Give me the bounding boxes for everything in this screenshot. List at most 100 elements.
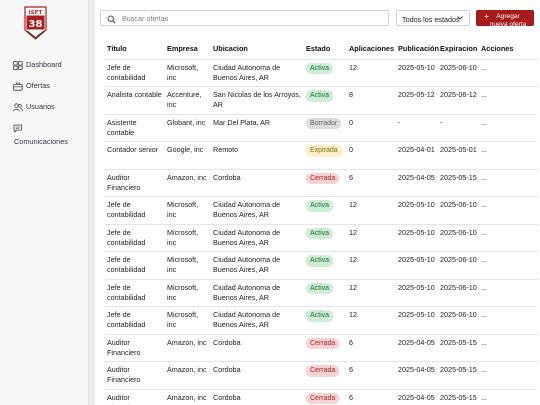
table-header: Titulo Empresa Ubicacion Estado Aplicaciones…	[105, 38, 538, 60]
cell-applications: 6	[347, 169, 396, 197]
cell-title: Auditor Financiero	[105, 169, 165, 197]
cell-actions[interactable]: ...	[479, 141, 538, 170]
cell-status: Activa	[304, 196, 347, 225]
cell-actions[interactable]: ...	[479, 389, 538, 405]
cell-published: 2025-04-05	[396, 169, 438, 197]
cell-published: 2025-05-10	[396, 59, 438, 87]
offers-table: Titulo Empresa Ubicacion Estado Aplicaciones…	[105, 38, 538, 405]
status-filter-select[interactable]: Todos los estados	[396, 10, 470, 26]
cell-actions[interactable]: ...	[479, 169, 538, 197]
cell-expires: 2025-05-15	[438, 389, 479, 405]
status-badge: Activa	[306, 90, 334, 102]
chevron-down-icon	[457, 16, 463, 20]
cell-company: Microsoft, inc	[165, 59, 211, 87]
cell-expires: 2025-05-15	[438, 334, 479, 362]
sidebar-item-label: Comunicaciones	[14, 136, 68, 146]
cell-published: 2025-05-10	[396, 279, 438, 307]
cell-actions[interactable]: ...	[479, 361, 538, 390]
cell-actions[interactable]: ...	[479, 279, 538, 307]
cell-expires: 2025-06-10	[438, 279, 479, 307]
status-badge: Cerrada	[306, 392, 340, 404]
cell-title: Jefe de contabilidad	[105, 251, 165, 280]
table-row[interactable]: Jefe de contabilidad Microsoft, inc Ciudad…	[105, 224, 538, 252]
cell-title: Auditor Financiero	[105, 361, 165, 390]
sidebar-item-ofertas[interactable]: Ofertas	[13, 81, 87, 102]
sidebar-item-comunicaciones[interactable]: Comunicaciones	[13, 123, 87, 149]
chat-icon	[13, 124, 22, 133]
sidebar-item-usuarios[interactable]: Usuarios	[13, 102, 87, 123]
table-row[interactable]: Jefe de contabilidad Microsoft, inc Ciudad…	[105, 306, 538, 335]
table-row[interactable]: Jefe de contabilidad Microsoft, inc Ciudad…	[105, 196, 538, 225]
table-row[interactable]: Analista contable Accenture, inc San Nicol…	[105, 86, 538, 115]
cell-status: Activa	[304, 279, 347, 307]
status-badge: Cerrada	[306, 337, 340, 349]
table-row[interactable]: Contador senior Google, inc Remoto Expirada…	[105, 141, 538, 170]
column-header: Publicación	[396, 38, 439, 60]
column-header: Estado	[304, 38, 347, 60]
cell-company: Accenture, inc	[165, 86, 211, 115]
cell-actions[interactable]: ...	[479, 306, 538, 335]
cell-status: Cerrada	[304, 334, 347, 362]
cell-applications: 12	[347, 59, 396, 87]
table-row[interactable]: Asistente contable Globant, inc Mar Del Pl…	[105, 114, 538, 142]
briefcase-icon	[13, 82, 23, 91]
cell-title: Jefe de contabilidad	[105, 306, 165, 335]
search-input[interactable]	[122, 12, 382, 24]
table-row[interactable]: Jefe de contabilidad Microsoft, inc Ciudad…	[105, 251, 538, 280]
cell-company: Microsoft, inc	[165, 196, 211, 225]
table-row[interactable]: Jefe de contabilidad Microsoft, inc Ciudad…	[105, 279, 538, 307]
cell-status: Cerrada	[304, 389, 347, 405]
main-panel: Todos los estados + Agregar nueva oferta…	[95, 0, 540, 405]
cell-actions[interactable]: ...	[479, 114, 538, 142]
cell-location: Ciudad Autonoma de Buenos Aires, AR	[211, 279, 304, 307]
search-box[interactable]	[100, 10, 389, 26]
cell-title: Analista contable	[105, 86, 165, 115]
status-badge: Activa	[306, 200, 334, 212]
cell-title: Auditor Financiero	[105, 334, 165, 362]
cell-actions[interactable]: ...	[479, 86, 538, 115]
status-badge: Activa	[306, 227, 334, 239]
cell-title: Jefe de contabilidad	[105, 196, 165, 225]
cell-applications: 12	[347, 279, 396, 307]
cell-title: Auditor Financiero	[105, 389, 165, 405]
cell-status: Activa	[304, 251, 347, 280]
cell-title: Contador senior	[105, 141, 165, 170]
cell-published: -	[396, 114, 438, 142]
status-badge: Borrador	[306, 117, 342, 129]
cell-title: Asistente contable	[105, 114, 165, 142]
sidebar: ISFT 38 Dashboard Ofertas	[0, 0, 89, 405]
add-offer-button[interactable]: + Agregar nueva oferta	[476, 10, 534, 26]
table-row[interactable]: Jefe de contabilidad Microsoft, inc Ciudad…	[105, 59, 538, 87]
cell-applications: 8	[347, 86, 396, 115]
cell-expires: -	[438, 114, 479, 142]
cell-actions[interactable]: ...	[479, 224, 538, 252]
cell-applications: 6	[347, 389, 396, 405]
cell-company: Amazon, inc	[165, 334, 211, 362]
cell-actions[interactable]: ...	[479, 59, 538, 87]
cell-company: Microsoft, inc	[165, 251, 211, 280]
cell-applications: 6	[347, 361, 396, 390]
cell-expires: 2025-06-10	[438, 196, 479, 225]
status-filter-value: Todos los estados	[402, 14, 460, 24]
cell-applications: 6	[347, 334, 396, 362]
sidebar-item-label: Ofertas	[26, 81, 50, 90]
cell-location: Ciudad Autonoma de Buenos Aires, AR	[211, 196, 304, 225]
search-icon	[107, 15, 116, 24]
cell-status: Activa	[304, 306, 347, 335]
cell-actions[interactable]: ...	[479, 196, 538, 225]
cell-title: Jefe de contabilidad	[105, 279, 165, 307]
sidebar-item-dashboard[interactable]: Dashboard	[13, 60, 87, 81]
sidebar-nav: Dashboard Ofertas Usuarios	[13, 60, 87, 149]
cell-published: 2025-05-12	[396, 86, 438, 115]
cell-actions[interactable]: ...	[479, 334, 538, 362]
column-header: Empresa	[165, 38, 211, 60]
cell-expires: 2025-05-15	[438, 361, 479, 390]
cell-company: Globant, inc	[165, 114, 211, 142]
cell-expires: 2025-06-10	[438, 306, 479, 335]
cell-actions[interactable]: ...	[479, 251, 538, 280]
cell-company: Microsoft, inc	[165, 279, 211, 307]
